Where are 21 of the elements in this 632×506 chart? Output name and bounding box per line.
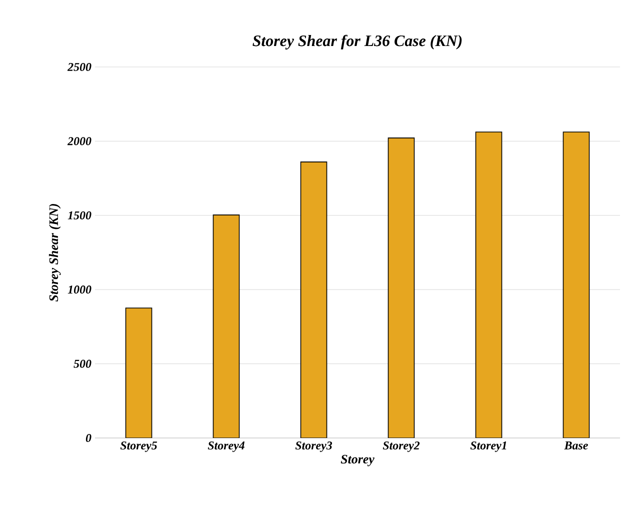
x-axis-title: Storey: [340, 454, 374, 466]
bar: [125, 308, 152, 438]
y-tick-label: 2000: [67, 137, 92, 146]
x-tick-label: Storey1: [470, 442, 506, 452]
y-tick-label: 0: [86, 434, 92, 442]
x-tick-label: Storey3: [295, 442, 332, 452]
x-tick-label: Storey5: [120, 442, 158, 452]
bar: [212, 214, 240, 438]
bar: [562, 132, 590, 438]
y-tick-label: 2500: [67, 62, 92, 72]
x-tick-label: Storey2: [382, 442, 420, 452]
y-tick-label: 1500: [68, 211, 92, 220]
x-tick-label: Storey4: [208, 442, 244, 452]
chart-title: Storey Shear for L36 Case (KN): [252, 34, 462, 50]
y-axis-title: Storey Shear (KN): [48, 204, 61, 302]
x-tick-label: Base: [564, 442, 588, 450]
bar: [300, 162, 328, 438]
bar: [388, 138, 415, 438]
y-tick-label: 1000: [68, 286, 92, 294]
y-tick-label: 500: [74, 360, 92, 368]
bar: [475, 132, 502, 438]
